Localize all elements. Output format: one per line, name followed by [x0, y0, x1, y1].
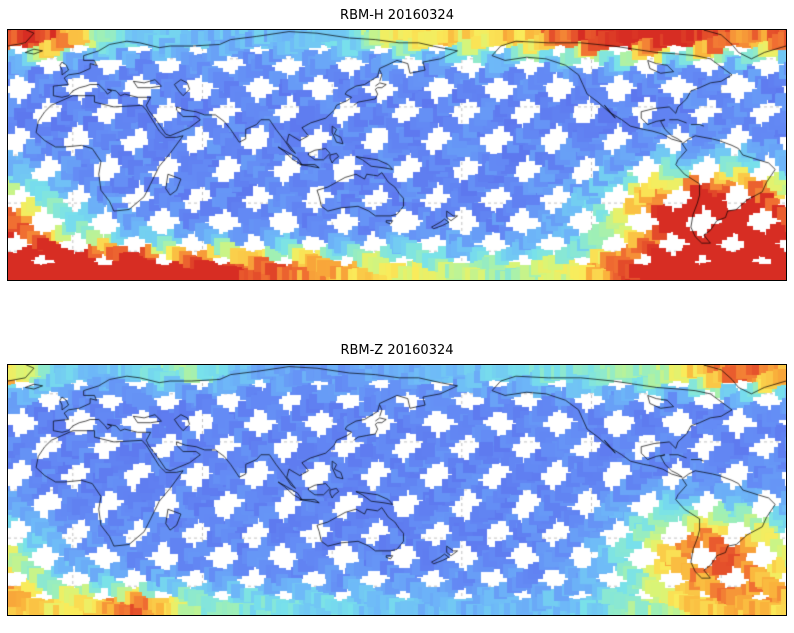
panel-title-rbm-z: RBM-Z 20160324: [340, 343, 454, 358]
panel-rbm-z: RBM-Z 20160324: [0, 281, 794, 616]
panel-rbm-h: RBM-H 20160324: [0, 0, 794, 281]
swath-map-rbm-z: [7, 364, 787, 616]
swath-map-rbm-h: [7, 29, 787, 281]
panel-title-rbm-h: RBM-H 20160324: [340, 8, 454, 23]
